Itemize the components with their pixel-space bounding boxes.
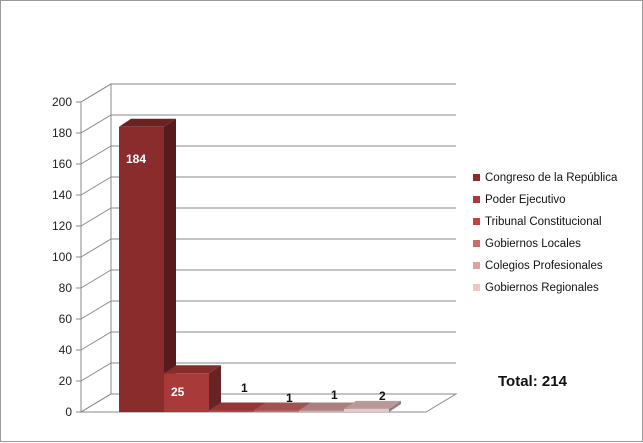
bar-top xyxy=(344,400,401,409)
legend-swatch xyxy=(473,174,480,181)
legend-label: Tribunal Constitucional xyxy=(485,216,602,228)
bar-top xyxy=(299,402,356,411)
legend-item-5: Colegios Profesionales xyxy=(473,260,603,272)
legend-swatch xyxy=(473,196,480,203)
legend-swatch xyxy=(473,284,480,291)
legend-item-1: Congreso de la República xyxy=(473,172,618,184)
legend-item-6: Gobiernos Regionales xyxy=(473,282,599,294)
y-tick-label: 180 xyxy=(52,126,72,140)
bar-6 xyxy=(344,400,401,412)
data-label-3: 1 xyxy=(241,381,248,395)
data-label-5: 1 xyxy=(331,388,338,402)
gridline xyxy=(80,176,456,196)
bar-front xyxy=(164,373,209,412)
legend-swatch xyxy=(473,240,480,247)
legend-item-2: Poder Ejecutivo xyxy=(473,194,566,206)
y-axis-ticks: 0 20 40 60 80 100 120 140 160 180 200 xyxy=(52,95,72,419)
legend-label: Congreso de la República xyxy=(485,172,618,184)
bar-front xyxy=(344,408,389,412)
gridline xyxy=(80,331,456,351)
y-tick-label: 60 xyxy=(59,312,73,326)
y-tick-label: 140 xyxy=(52,188,72,202)
bar-2 xyxy=(164,365,221,412)
gridline xyxy=(80,114,456,134)
legend: Congreso de la República Poder Ejecutivo T… xyxy=(473,172,618,294)
y-tick-label: 120 xyxy=(52,219,72,233)
legend-label: Gobiernos Regionales xyxy=(485,282,599,294)
legend-label: Colegios Profesionales xyxy=(485,260,603,272)
gridline xyxy=(80,83,456,103)
bar-top xyxy=(209,402,266,411)
gridline xyxy=(80,393,456,413)
bars xyxy=(119,118,401,413)
legend-swatch xyxy=(473,262,480,269)
bar-front xyxy=(299,410,344,412)
bar-front xyxy=(254,410,299,412)
legend-label: Poder Ejecutivo xyxy=(485,194,566,206)
bar-top xyxy=(164,365,221,374)
bar-side xyxy=(164,118,176,413)
total-annotation: Total: 214 xyxy=(498,373,568,390)
bar-front xyxy=(119,126,164,413)
y-tick-label: 20 xyxy=(59,374,73,388)
gridlines xyxy=(76,83,456,413)
gridline xyxy=(80,269,456,289)
data-labels: 184 25 1 1 1 2 xyxy=(126,152,386,405)
bar-front xyxy=(209,410,254,412)
data-label-1: 184 xyxy=(126,152,146,166)
gridline xyxy=(80,362,456,382)
legend-swatch xyxy=(473,218,480,225)
y-tick-label: 40 xyxy=(59,343,73,357)
bar-1 xyxy=(119,118,176,413)
bar-side xyxy=(389,400,401,412)
bar-top xyxy=(254,402,311,411)
legend-item-4: Gobiernos Locales xyxy=(473,238,581,250)
y-tick-label: 160 xyxy=(52,157,72,171)
data-label-6: 2 xyxy=(379,389,386,403)
y-tick-label: 200 xyxy=(52,95,72,109)
bar-top xyxy=(119,118,176,127)
legend-label: Gobiernos Locales xyxy=(485,238,581,250)
legend-item-3: Tribunal Constitucional xyxy=(473,216,602,228)
y-tick-label: 100 xyxy=(52,250,72,264)
y-tick-label: 0 xyxy=(65,405,72,419)
data-label-2: 25 xyxy=(171,385,185,399)
gridline xyxy=(80,300,456,320)
gridline xyxy=(80,238,456,258)
gridline xyxy=(80,207,456,227)
data-label-4: 1 xyxy=(286,391,293,405)
bar-side xyxy=(209,365,221,412)
y-tick-label: 80 xyxy=(59,281,73,295)
gridline xyxy=(80,145,456,165)
